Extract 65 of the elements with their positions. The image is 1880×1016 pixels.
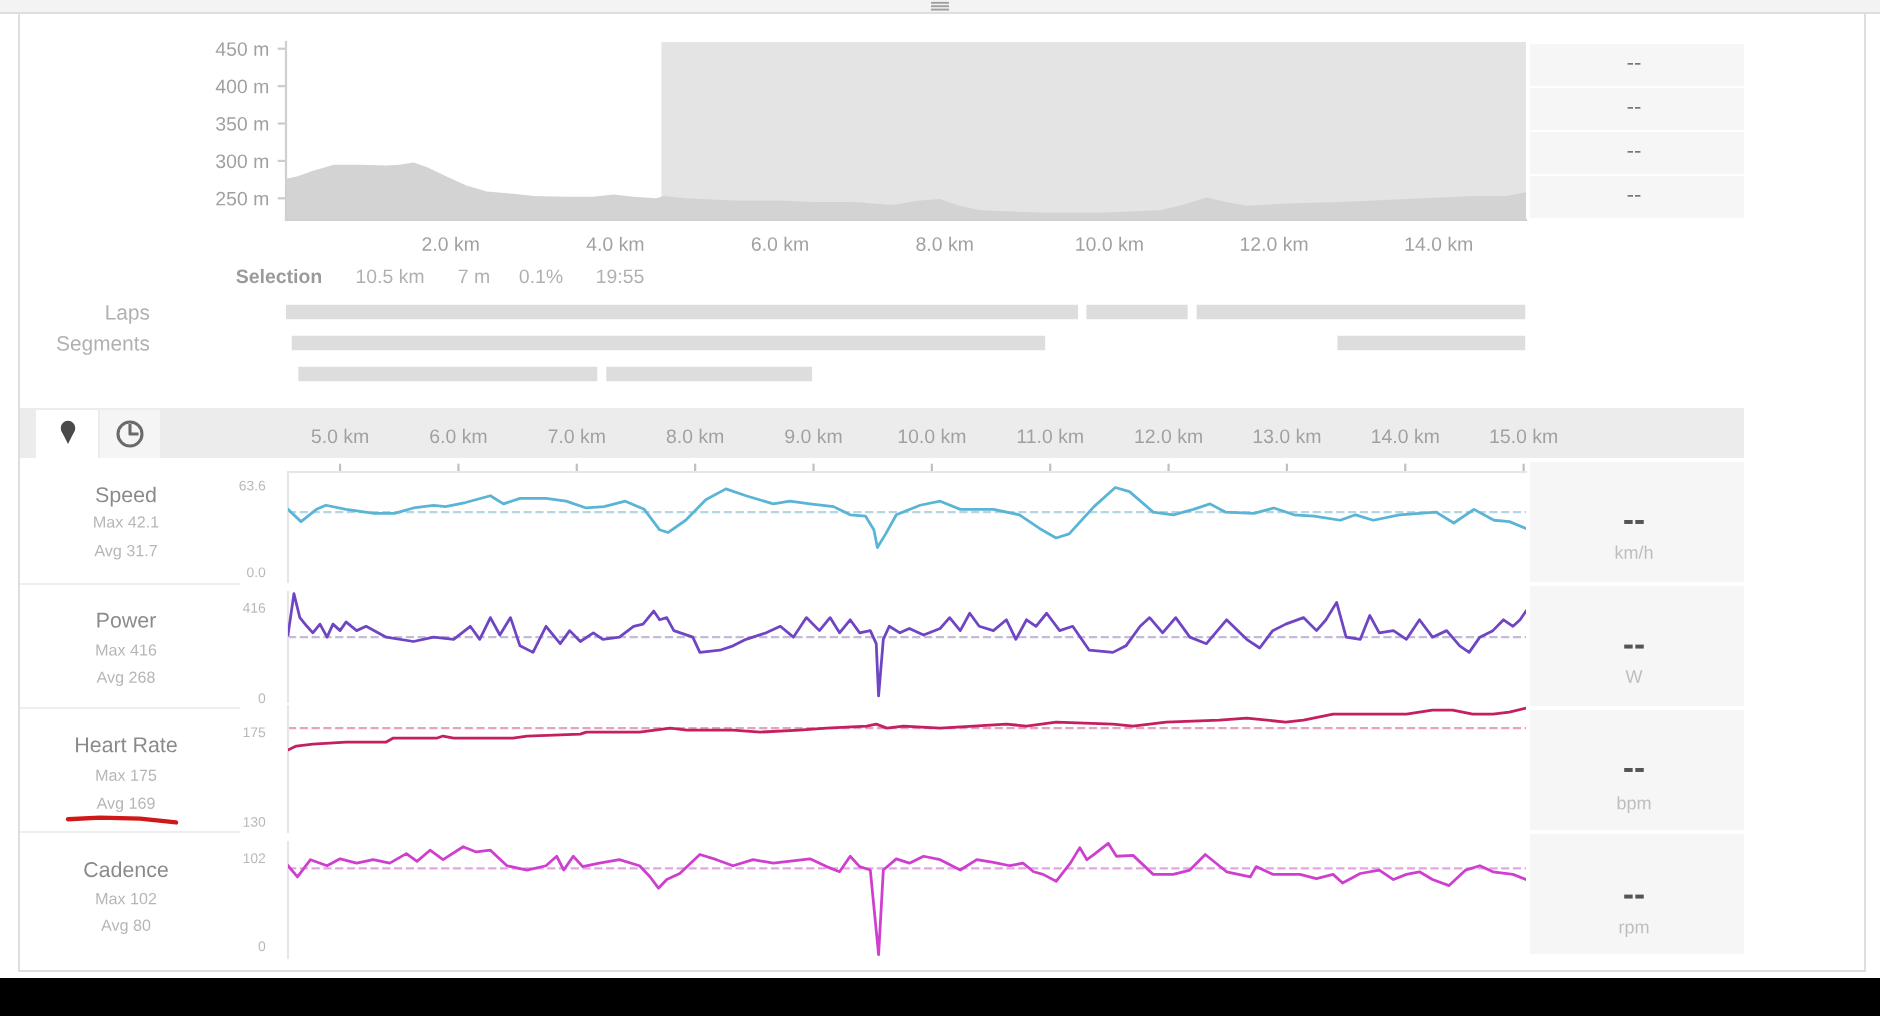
text: Avg 31.7 bbox=[94, 544, 157, 560]
x-tick-label: 12.0 km bbox=[1135, 428, 1202, 444]
x-tick-label: 13.0 km bbox=[1253, 428, 1321, 444]
text: -- bbox=[1624, 894, 1644, 899]
x-tick-label: 8.0 km bbox=[666, 428, 724, 444]
y-tick-label: 300 m bbox=[216, 154, 269, 169]
text: Max 102 bbox=[96, 892, 157, 905]
text: Cadence bbox=[84, 861, 168, 878]
text: 7 m bbox=[458, 269, 489, 284]
text: 19:55 bbox=[597, 269, 644, 284]
x-tick-label: 14.0 km bbox=[1405, 236, 1473, 251]
x-tick-label: 10.0 km bbox=[898, 428, 966, 444]
x-tick-label: 12.0 km bbox=[1240, 236, 1308, 251]
y-tick-label: 250 m bbox=[216, 191, 269, 206]
bar bbox=[291, 335, 1046, 351]
bar bbox=[1196, 304, 1526, 320]
text: -- bbox=[1627, 106, 1641, 109]
text: -- bbox=[1624, 767, 1644, 772]
y-tick-label: Laps bbox=[106, 305, 150, 324]
line-series bbox=[288, 592, 1526, 698]
bar bbox=[1086, 304, 1188, 320]
text: Avg 268 bbox=[96, 671, 155, 687]
x-tick-label: 15.0 km bbox=[1490, 428, 1557, 444]
text: 10.5 km bbox=[356, 268, 424, 284]
x-tick-label: 4.0 km bbox=[586, 236, 644, 251]
line-series bbox=[288, 842, 1526, 957]
x-tick-label: 5.0 km bbox=[311, 428, 368, 444]
text: Avg 80 bbox=[101, 919, 151, 935]
y-tick-label: Segments bbox=[57, 336, 150, 355]
y-tick-label: 350 m bbox=[216, 116, 269, 131]
x-tick-label: 14.0 km bbox=[1372, 428, 1439, 444]
x-tick-label: 6.0 km bbox=[430, 428, 487, 444]
line-series bbox=[288, 706, 1526, 752]
x-tick-label: 6.0 km bbox=[751, 236, 808, 251]
text: -- bbox=[1627, 150, 1641, 153]
text: rpm bbox=[1619, 923, 1649, 938]
text: Selection bbox=[236, 268, 322, 284]
text: Max 42.1 bbox=[94, 516, 159, 528]
bar bbox=[606, 366, 813, 382]
text: Max 175 bbox=[96, 769, 157, 781]
text: -- bbox=[1627, 62, 1641, 65]
x-tick-label: 7.0 km bbox=[548, 428, 605, 444]
bar bbox=[1337, 335, 1526, 351]
text: W bbox=[1625, 670, 1643, 683]
text: Power bbox=[97, 612, 156, 628]
line-series bbox=[288, 486, 1526, 549]
y-tick-label: 400 m bbox=[215, 79, 269, 94]
text: km/h bbox=[1615, 545, 1653, 559]
x-tick-label: 10.0 km bbox=[1076, 236, 1143, 251]
bar bbox=[298, 366, 598, 382]
text: -- bbox=[1624, 644, 1644, 649]
text: Speed bbox=[96, 486, 156, 507]
text: bpm bbox=[1617, 796, 1651, 814]
bar bbox=[286, 304, 1079, 320]
text: Max 416 bbox=[96, 644, 157, 656]
y-tick-label: 450 m bbox=[215, 42, 269, 56]
text: Avg 169 bbox=[96, 797, 155, 813]
x-tick-label: 9.0 km bbox=[785, 428, 842, 444]
x-tick-label: 2.0 km bbox=[422, 236, 479, 251]
x-tick-label: 8.0 km bbox=[916, 236, 973, 251]
text: Heart Rate bbox=[76, 737, 177, 753]
text: 0.1% bbox=[519, 269, 563, 284]
x-tick-label: 11.0 km bbox=[1017, 428, 1083, 444]
text: -- bbox=[1624, 519, 1644, 524]
text: -- bbox=[1627, 194, 1641, 197]
